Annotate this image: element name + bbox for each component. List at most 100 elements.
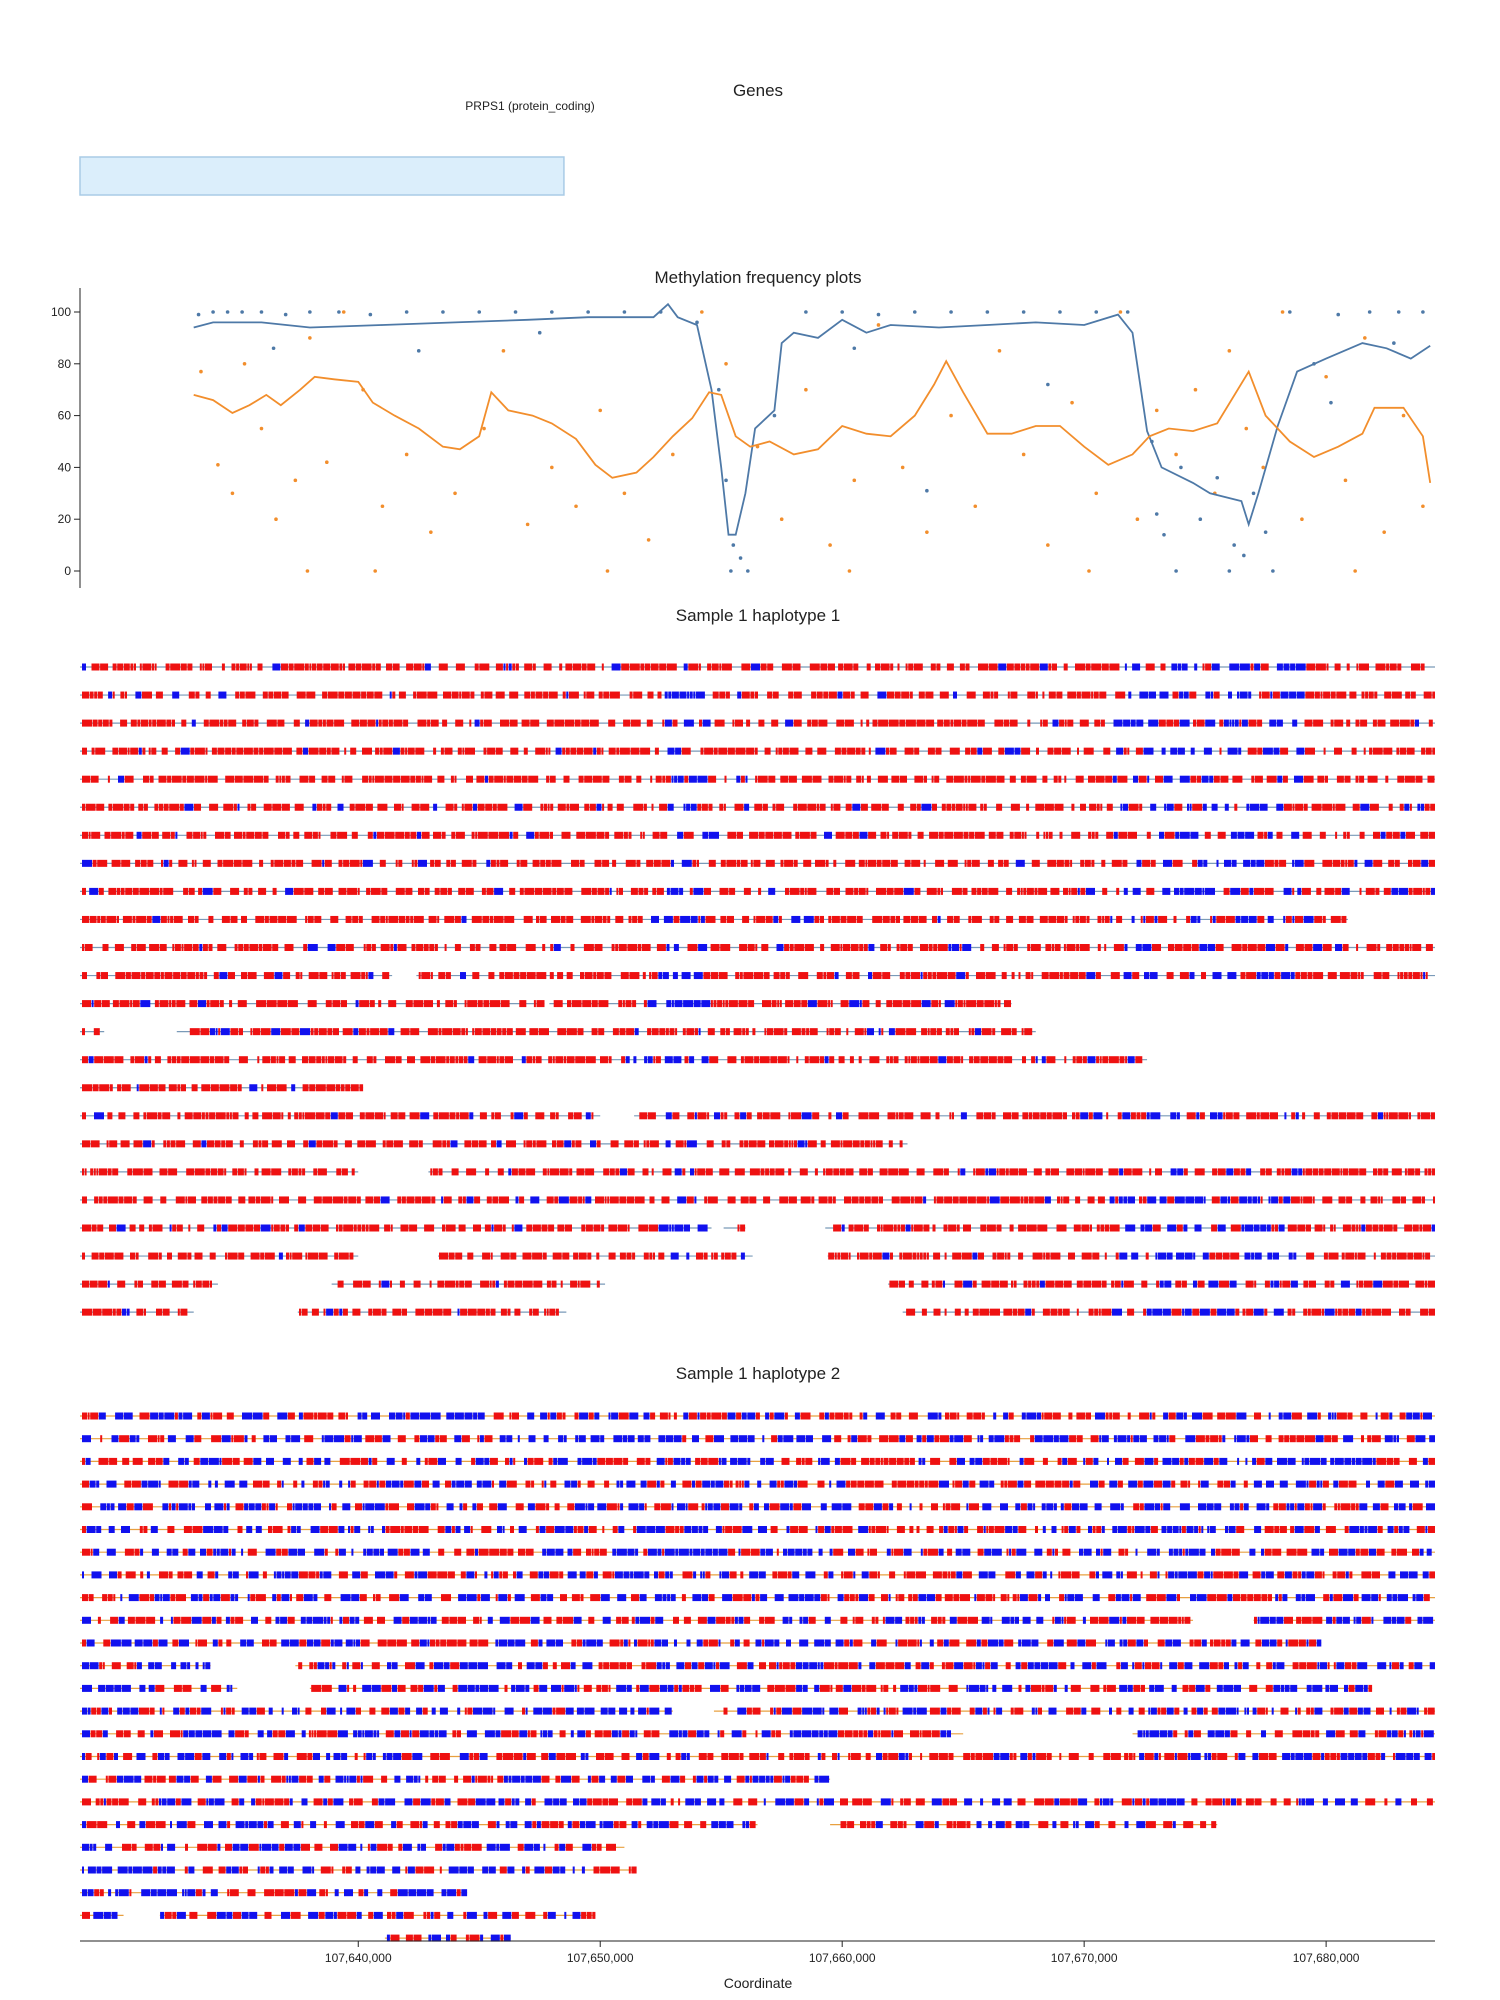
cpg-call xyxy=(546,1280,551,1288)
cpg-call xyxy=(373,1548,380,1556)
cpg-call xyxy=(845,803,852,811)
cpg-call xyxy=(503,663,506,671)
cpg-call xyxy=(253,1480,262,1488)
cpg-call xyxy=(1409,944,1412,951)
cpg-call xyxy=(1349,1308,1355,1316)
cpg-call xyxy=(1383,887,1391,895)
cpg-call xyxy=(542,1252,547,1260)
cpg-call xyxy=(899,1140,903,1148)
cpg-call xyxy=(1325,775,1328,783)
cpg-call xyxy=(815,1526,818,1533)
cpg-call xyxy=(773,1028,784,1036)
cpg-call xyxy=(933,944,938,951)
cpg-call xyxy=(923,1548,928,1556)
meth-point-s0-12 xyxy=(513,310,518,314)
cpg-call xyxy=(1101,663,1109,671)
cpg-call xyxy=(1202,1252,1209,1260)
cpg-call xyxy=(833,1548,844,1556)
cpg-call xyxy=(467,1308,477,1316)
cpg-call xyxy=(466,775,473,783)
cpg-call xyxy=(514,775,521,783)
cpg-call xyxy=(1049,972,1060,980)
cpg-call xyxy=(302,1503,308,1511)
cpg-call xyxy=(262,1480,270,1488)
cpg-call xyxy=(239,1140,244,1148)
cpg-call xyxy=(275,1616,280,1624)
read-row-21 xyxy=(80,1224,1435,1232)
cpg-call xyxy=(712,691,719,699)
cpg-call xyxy=(1112,775,1117,783)
cpg-call xyxy=(296,1526,301,1533)
cpg-call xyxy=(608,747,616,755)
cpg-call xyxy=(238,1252,245,1260)
cpg-call xyxy=(883,1457,889,1465)
cpg-call xyxy=(1045,1480,1054,1488)
cpg-call xyxy=(89,691,94,699)
cpg-call xyxy=(353,1435,362,1443)
cpg-call xyxy=(361,663,372,671)
cpg-call xyxy=(410,831,417,839)
cpg-call xyxy=(785,972,790,980)
cpg-call xyxy=(1291,1412,1302,1420)
cpg-call xyxy=(953,775,964,783)
cpg-call xyxy=(971,887,977,895)
cpg-call xyxy=(1024,1480,1032,1488)
cpg-call xyxy=(937,944,948,951)
cpg-call xyxy=(410,775,416,783)
cpg-call xyxy=(1223,1112,1226,1120)
cpg-call xyxy=(527,1412,535,1420)
read-row-3 xyxy=(80,719,1435,727)
cpg-call xyxy=(1360,972,1364,980)
cpg-call xyxy=(977,719,985,727)
cpg-call xyxy=(235,1503,244,1511)
cpg-call xyxy=(758,719,765,727)
cpg-call xyxy=(631,1594,639,1602)
cpg-call xyxy=(834,1435,842,1443)
cpg-call xyxy=(675,1548,679,1556)
cpg-call xyxy=(336,944,346,951)
cpg-call xyxy=(1090,1224,1092,1232)
meth-point-s0-49 xyxy=(1396,310,1401,314)
cpg-call xyxy=(875,747,886,755)
cpg-call xyxy=(984,1548,992,1556)
cpg-call xyxy=(1242,1308,1246,1316)
cpg-call xyxy=(1026,1412,1037,1420)
cpg-call xyxy=(1182,1308,1185,1316)
cpg-call xyxy=(90,1168,94,1176)
cpg-call xyxy=(357,887,360,895)
cpg-call xyxy=(314,1503,321,1511)
cpg-call xyxy=(1264,1280,1270,1288)
cpg-call xyxy=(886,747,889,755)
cpg-call xyxy=(155,1457,163,1465)
cpg-call xyxy=(312,1480,318,1488)
cpg-call xyxy=(986,1224,996,1232)
cpg-call xyxy=(852,803,861,811)
cpg-call xyxy=(652,887,657,895)
cpg-call xyxy=(891,1196,900,1204)
meth-point-s1-12 xyxy=(404,452,409,457)
cpg-call xyxy=(1283,663,1290,671)
cpg-call xyxy=(233,1435,244,1443)
cpg-call xyxy=(1132,1526,1135,1533)
cpg-call xyxy=(125,691,127,699)
cpg-call xyxy=(664,719,672,727)
cpg-call xyxy=(274,691,281,699)
cpg-call xyxy=(252,1112,259,1120)
cpg-call xyxy=(427,1435,435,1443)
cpg-call xyxy=(1075,1168,1082,1176)
meth-point-s0-57 xyxy=(1392,341,1396,345)
cpg-call xyxy=(1223,887,1230,895)
cpg-call xyxy=(941,887,943,895)
cpg-call xyxy=(1086,887,1095,895)
cpg-call xyxy=(989,1168,996,1176)
cpg-call xyxy=(1206,1503,1214,1511)
cpg-call xyxy=(1363,747,1366,755)
cpg-call xyxy=(757,1140,766,1148)
cpg-call xyxy=(540,859,546,867)
cpg-call xyxy=(541,1224,548,1232)
gene-prps1-bar[interactable] xyxy=(79,156,565,196)
cpg-call xyxy=(584,972,593,980)
cpg-call xyxy=(546,1196,554,1204)
cpg-call xyxy=(1118,831,1128,839)
cpg-call xyxy=(437,775,445,783)
